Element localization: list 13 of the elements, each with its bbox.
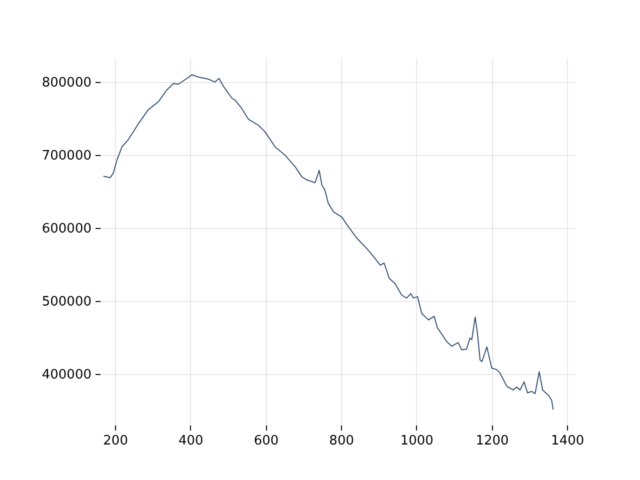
x-tick-label: 1000: [400, 434, 434, 448]
y-tick-label: 800000: [42, 76, 92, 91]
line-series: [102, 74, 554, 410]
x-tick-label: 1400: [551, 434, 584, 448]
x-tick-label: 800: [329, 434, 354, 448]
y-tick-label: 600000: [42, 222, 92, 236]
y-tick-label: 400000: [42, 367, 92, 382]
y-tick-label: 500000: [42, 294, 92, 310]
x-tick-label: 1200: [476, 434, 509, 448]
x-tick-label: 400: [178, 434, 204, 448]
x-tick-label: 200: [103, 434, 128, 448]
x-tick-label: 600: [254, 434, 279, 448]
y-tick-label: 700000: [42, 148, 92, 164]
